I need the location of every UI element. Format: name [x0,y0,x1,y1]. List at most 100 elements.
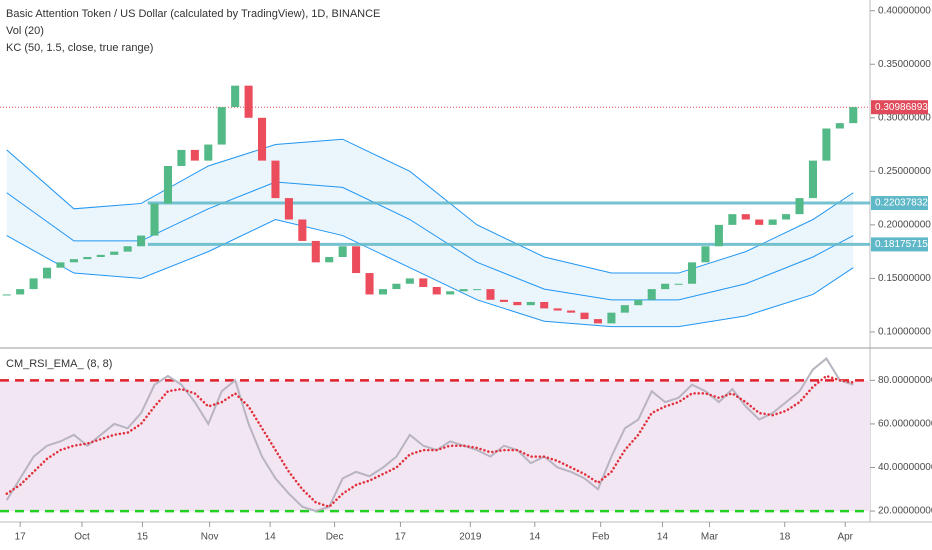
x-tick-label: 18 [779,532,791,543]
candle-body [701,246,710,263]
candle-body [795,198,804,215]
candle-body [325,256,334,263]
candle-body [567,310,576,313]
plot-layer: 0.10000000 0.15000000 0.20000000 0.25000000… [0,5,932,543]
y-tick-label: 0.10000000 [878,327,931,338]
candle-body [486,289,495,300]
level-label: 0.18175715 [875,239,928,250]
candle-body [284,198,293,220]
candle-body [782,214,791,220]
candle-body [338,246,347,257]
kc-line [6,218,854,328]
candle-body [29,278,38,290]
y-tick-label: 0.25000000 [878,166,931,177]
candle-body [83,256,92,260]
candle-body [755,219,764,225]
candle-body [674,283,683,285]
candle-body [741,214,750,220]
candle-body [540,301,549,309]
x-tick-label: 17 [15,532,27,543]
candle-body [634,299,643,306]
level-label-box [871,237,928,252]
rsi-title: CM_RSI_EMA_ (8, 8) [6,358,112,370]
candle-body [432,286,441,295]
level-label: 0.22037832 [875,198,928,209]
y-tick-label: 0.35000000 [878,59,931,70]
y-tick-label: 0.40000000 [878,5,931,16]
candle-body [271,160,280,199]
candle-body [43,267,52,279]
candle-body [822,128,831,161]
y-tick-label: 20.00000000 [878,506,932,517]
rsi-band-fill [0,380,870,512]
y-tick-label: 0.15000000 [878,273,931,284]
candle-body [150,203,159,236]
y-tick-label: 40.00000000 [878,462,932,473]
candle-body [123,246,132,252]
candle-body [553,308,562,311]
candle-body [190,149,199,161]
candle-body [244,85,253,118]
y-tick-label: 80.00000000 [878,375,932,386]
level-label-box [871,196,928,211]
y-tick-label: 0.20000000 [878,220,931,231]
candle-body [419,278,428,287]
candle-body [217,107,226,145]
candle-body [137,235,146,247]
kc-line [6,138,854,274]
x-tick-label: 14 [529,532,541,543]
candle-body [177,149,186,166]
x-tick-label: Nov [201,532,219,543]
candle-body [16,289,25,295]
candle-body [849,107,858,124]
candle-body [808,160,817,199]
candle-body [2,294,11,296]
candle-body [163,165,172,204]
rsi-line [5,357,854,513]
candle-body [593,319,602,324]
candle-body [835,123,844,129]
candle-body [392,283,401,290]
candle-body [56,262,65,268]
candle-body [728,214,737,225]
candle-body [607,312,616,324]
indicator-label: Vol (20) [6,25,44,37]
candle-body [405,278,414,284]
candle-body [499,299,508,302]
y-tick-label: 0.30000000 [878,112,931,123]
candle-body [378,289,387,295]
candle-body [69,259,78,263]
candle-body [446,291,455,295]
x-tick-label: 2019 [459,532,482,543]
candle-body [620,305,629,313]
candle-body [526,301,535,306]
last-price-box [871,100,928,115]
candle-body [231,85,240,108]
candle-body [647,289,656,300]
candle-body [311,240,320,263]
candle-body [204,144,213,161]
x-tick-label: 14 [657,532,669,543]
candle-body [473,289,482,291]
x-tick-label: Feb [592,532,610,543]
candle-body [258,117,267,161]
candle-body [352,246,361,274]
candle-body [688,262,697,284]
candle-body [513,301,522,306]
last-price-label: 0.30986893 [875,102,928,113]
candle-body [96,254,105,257]
candle-body [661,283,670,290]
x-tick-label: 15 [137,532,149,543]
indicator-label: KC (50, 1.5, close, true range) [6,42,153,54]
candle-body [714,224,723,247]
candle-body [768,219,777,225]
candle-body [459,289,468,292]
x-tick-label: Apr [837,532,853,543]
candle-body [110,251,119,255]
x-tick-label: 17 [395,532,407,543]
x-tick-label: Oct [74,532,90,543]
symbol-title: Basic Attention Token / US Dollar (calcu… [6,8,380,20]
candle-body [365,273,374,295]
x-tick-label: 14 [265,532,277,543]
